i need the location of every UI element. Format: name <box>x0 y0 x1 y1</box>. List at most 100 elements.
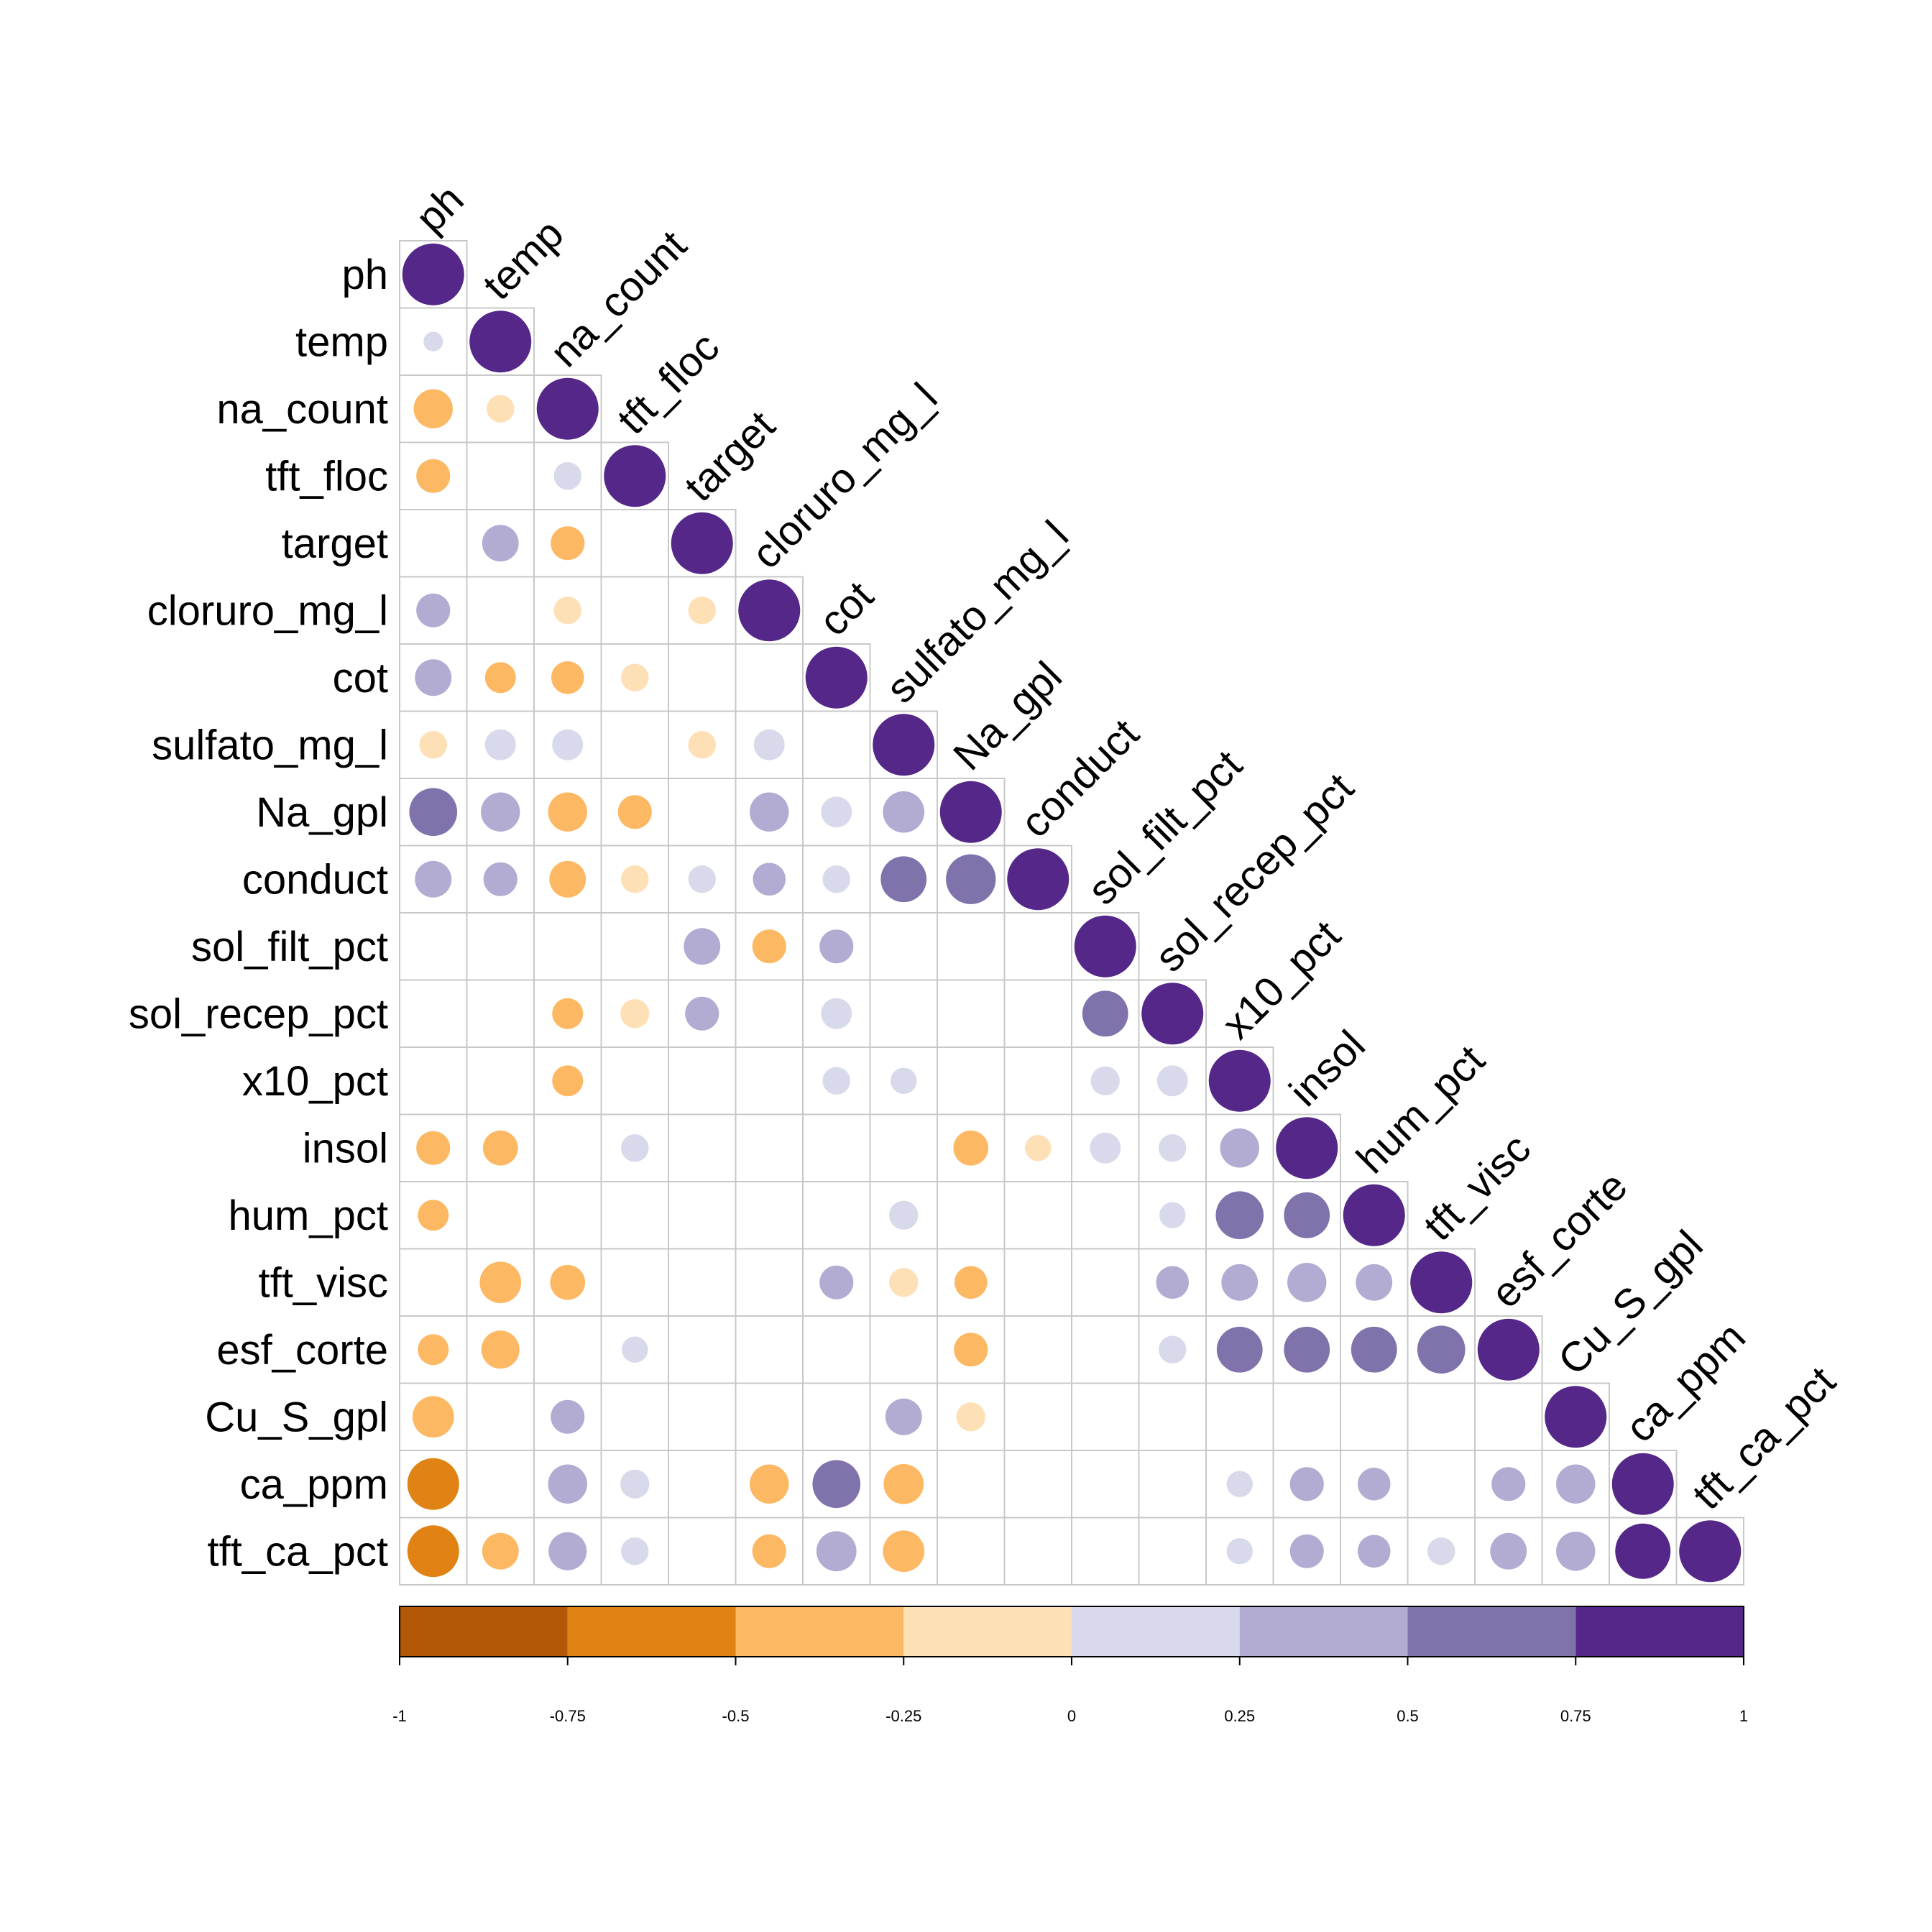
corr-circle-tft_visc-Na_gpl <box>954 1266 988 1300</box>
matrix-cell <box>533 912 602 981</box>
matrix-cell <box>533 1315 602 1384</box>
matrix-cell <box>735 1248 804 1317</box>
column-label-ph: ph <box>407 176 473 242</box>
row-label-esf_corte: esf_corte <box>216 1327 388 1374</box>
corr-circle-tft_ca_pct-Cu_S_gpl <box>1556 1532 1596 1571</box>
matrix-cell <box>802 1181 871 1250</box>
matrix-cell <box>1407 1450 1476 1519</box>
matrix-cell <box>600 576 669 645</box>
matrix-cell <box>533 576 602 645</box>
corr-circle-Na_gpl-tft_floc <box>617 795 652 829</box>
row-label-conduct: conduct <box>242 856 388 903</box>
matrix-cell <box>937 912 1006 981</box>
row-label-Na_gpl: Na_gpl <box>256 789 388 836</box>
matrix-cell <box>466 912 535 981</box>
column-label-tft_floc: tft_floc <box>608 323 728 443</box>
matrix-cell <box>668 1046 737 1116</box>
matrix-cell <box>1071 1248 1140 1317</box>
corr-circle-cot-na_count <box>551 661 584 694</box>
matrix-cell <box>668 643 737 712</box>
corr-circle-Cu_S_gpl-sulfato_mg_l <box>885 1398 922 1435</box>
corr-circle-conduct-target <box>688 865 716 893</box>
corr-circle-tft_visc-insol <box>1287 1263 1327 1302</box>
corr-circle-ph-ph <box>402 243 464 305</box>
column-label-Na_gpl: Na_gpl <box>944 653 1071 779</box>
corr-circle-ca_ppm-x10_pct <box>1226 1471 1253 1497</box>
corr-circle-tft_visc-cot <box>819 1265 854 1300</box>
corr-circle-na_count-na_count <box>536 377 599 440</box>
matrix-cell <box>668 1450 737 1519</box>
corr-circle-insol-Na_gpl <box>953 1130 989 1166</box>
column-label-tft_visc: tft_visc <box>1414 1125 1540 1250</box>
corr-circle-esf_corte-sol_recep_pct <box>1159 1335 1187 1363</box>
column-label-ca_ppm: ca_ppm <box>1616 1313 1754 1451</box>
matrix-cell <box>1003 1450 1072 1519</box>
matrix-cell <box>668 1113 737 1182</box>
colorbar-segment <box>567 1606 736 1657</box>
matrix-cell <box>1003 1046 1072 1116</box>
corr-circle-cloruro_mg_l-na_count <box>553 597 581 625</box>
corr-circle-conduct-conduct <box>1007 848 1070 911</box>
row-label-na_count: na_count <box>216 386 388 433</box>
corr-circle-x10_pct-sol_filt_pct <box>1090 1066 1120 1095</box>
matrix-cell <box>735 1113 804 1182</box>
corr-circle-na_count-ph <box>413 389 453 428</box>
matrix-cell <box>399 979 468 1048</box>
matrix-cell <box>937 1181 1006 1250</box>
corr-circle-Cu_S_gpl-na_count <box>551 1399 585 1434</box>
matrix-cell <box>1138 1450 1207 1519</box>
matrix-cell <box>735 1046 804 1116</box>
matrix-cell <box>466 1450 535 1519</box>
corr-circle-ca_ppm-sulfato_mg_l <box>883 1463 924 1504</box>
matrix-cell <box>1071 1315 1140 1384</box>
corr-circle-hum_pct-insol <box>1284 1192 1330 1238</box>
corr-circle-tft_visc-sulfato_mg_l <box>889 1268 919 1297</box>
matrix-cell <box>399 1248 468 1317</box>
matrix-cell <box>1138 1382 1207 1451</box>
column-label-insol: insol <box>1280 1021 1374 1115</box>
colorbar-segment <box>1576 1606 1744 1657</box>
colorbar-segment <box>1072 1606 1240 1657</box>
matrix-cell <box>466 441 535 510</box>
matrix-cell <box>668 1181 737 1250</box>
matrix-cell <box>1071 1181 1140 1250</box>
corr-circle-conduct-tft_floc <box>621 865 649 893</box>
corr-circle-Cu_S_gpl-Na_gpl <box>956 1402 985 1432</box>
corr-circle-tft_ca_pct-tft_floc <box>621 1537 649 1565</box>
corr-circle-x10_pct-sol_recep_pct <box>1156 1065 1188 1097</box>
matrix-cell <box>869 979 938 1048</box>
row-label-tft_visc: tft_visc <box>259 1259 389 1306</box>
corr-circle-Cu_S_gpl-Cu_S_gpl <box>1545 1386 1607 1448</box>
corr-circle-tft_ca_pct-temp <box>482 1532 519 1570</box>
matrix-cell <box>466 979 535 1048</box>
matrix-cell <box>600 1382 669 1451</box>
color-legend: -1 -0.75 -0.5 -0.25 0 0.25 0.5 0.75 1 <box>392 1606 1748 1725</box>
corr-circle-sulfato_mg_l-ph <box>419 731 447 759</box>
column-label-x10_pct: x10_pct <box>1213 912 1350 1049</box>
matrix-cell <box>600 710 669 779</box>
corr-circle-esf_corte-x10_pct <box>1216 1326 1263 1373</box>
matrix-cell <box>533 441 602 510</box>
colorbar-tick-label: -1 <box>392 1707 407 1725</box>
row-label-target: target <box>282 520 388 567</box>
corr-circle-sol_filt_pct-sol_filt_pct <box>1074 915 1136 978</box>
corr-circle-sulfato_mg_l-temp <box>484 729 516 760</box>
matrix-cell <box>399 912 468 981</box>
matrix-cell <box>668 1248 737 1317</box>
corr-circle-sol_recep_pct-target <box>685 996 719 1031</box>
corr-circle-esf_corte-tft_floc <box>622 1336 648 1363</box>
matrix-cell <box>1003 1181 1072 1250</box>
corr-circle-sol_filt_pct-cot <box>819 929 854 964</box>
corr-circle-ca_ppm-na_count <box>548 1464 587 1504</box>
colorbar-tick-label: -0.25 <box>886 1707 921 1725</box>
corr-circle-na_count-temp <box>487 395 515 423</box>
row-label-cloruro_mg_l: cloruro_mg_l <box>147 587 388 634</box>
matrix-cell <box>802 1382 871 1451</box>
corr-circle-Na_gpl-ph <box>409 788 458 837</box>
colorbar-segment <box>1239 1606 1408 1657</box>
corr-circle-Na_gpl-temp <box>481 792 520 832</box>
corr-circle-insol-conduct <box>1025 1135 1052 1162</box>
corr-circle-conduct-cot <box>822 865 850 893</box>
corr-circle-tft_visc-sol_recep_pct <box>1156 1266 1190 1300</box>
